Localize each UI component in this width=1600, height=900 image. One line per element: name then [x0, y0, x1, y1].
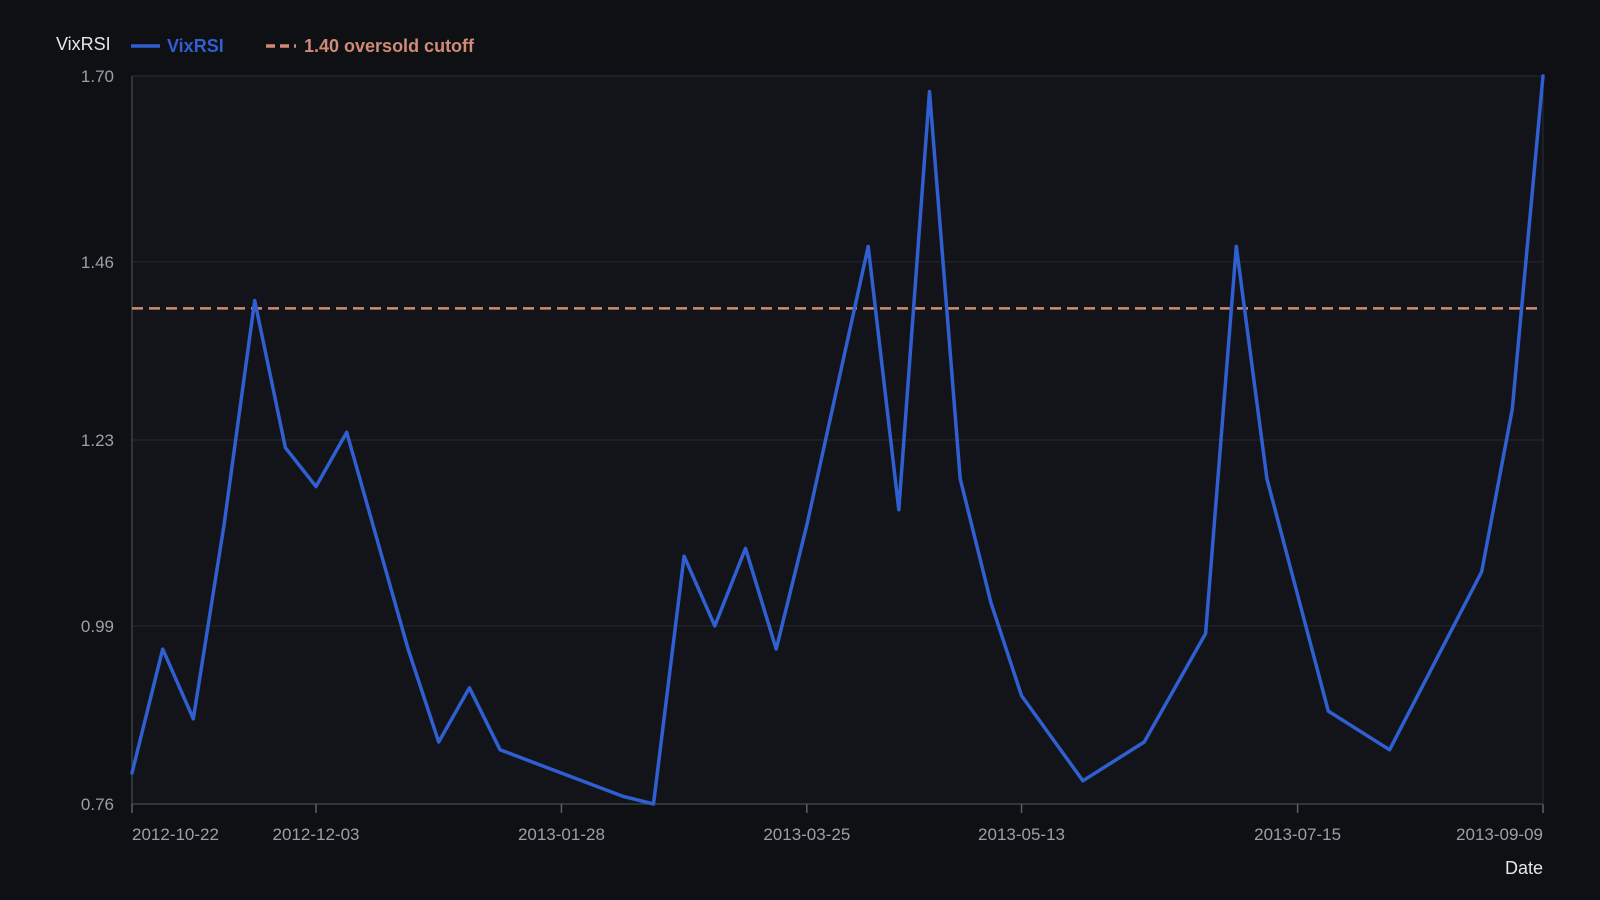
y-tick-label: 1.70: [81, 67, 114, 86]
legend-label-vixrsi: VixRSI: [167, 36, 224, 56]
legend: VixRSI 1.40 oversold cutoff: [131, 36, 475, 56]
y-tick-label: 1.23: [81, 431, 114, 450]
x-axis-title: Date: [1505, 858, 1543, 878]
y-tick-label: 1.46: [81, 253, 114, 272]
x-tick-label: 2013-07-15: [1254, 825, 1341, 844]
x-tick-label: 2013-01-28: [518, 825, 605, 844]
x-tick-label: 2012-10-22: [132, 825, 219, 844]
x-tick-label: 2012-12-03: [273, 825, 360, 844]
x-tick-label: 2013-09-09: [1456, 825, 1543, 844]
series-layer: [130, 74, 1545, 806]
y-tick-label: 0.76: [81, 795, 114, 814]
x-tick-label: 2013-03-25: [763, 825, 850, 844]
y-axis-title: VixRSI: [56, 34, 111, 54]
series-line-vixrsi: [130, 74, 1545, 806]
x-tick-label: 2013-05-13: [978, 825, 1065, 844]
y-tick-label: 0.99: [81, 617, 114, 636]
legend-label-oversold-cutoff: 1.40 oversold cutoff: [304, 36, 475, 56]
axes: 0.76 0.99 1.23 1.46 1.70 2012-10-22 2012-12-03…: [81, 67, 1544, 844]
